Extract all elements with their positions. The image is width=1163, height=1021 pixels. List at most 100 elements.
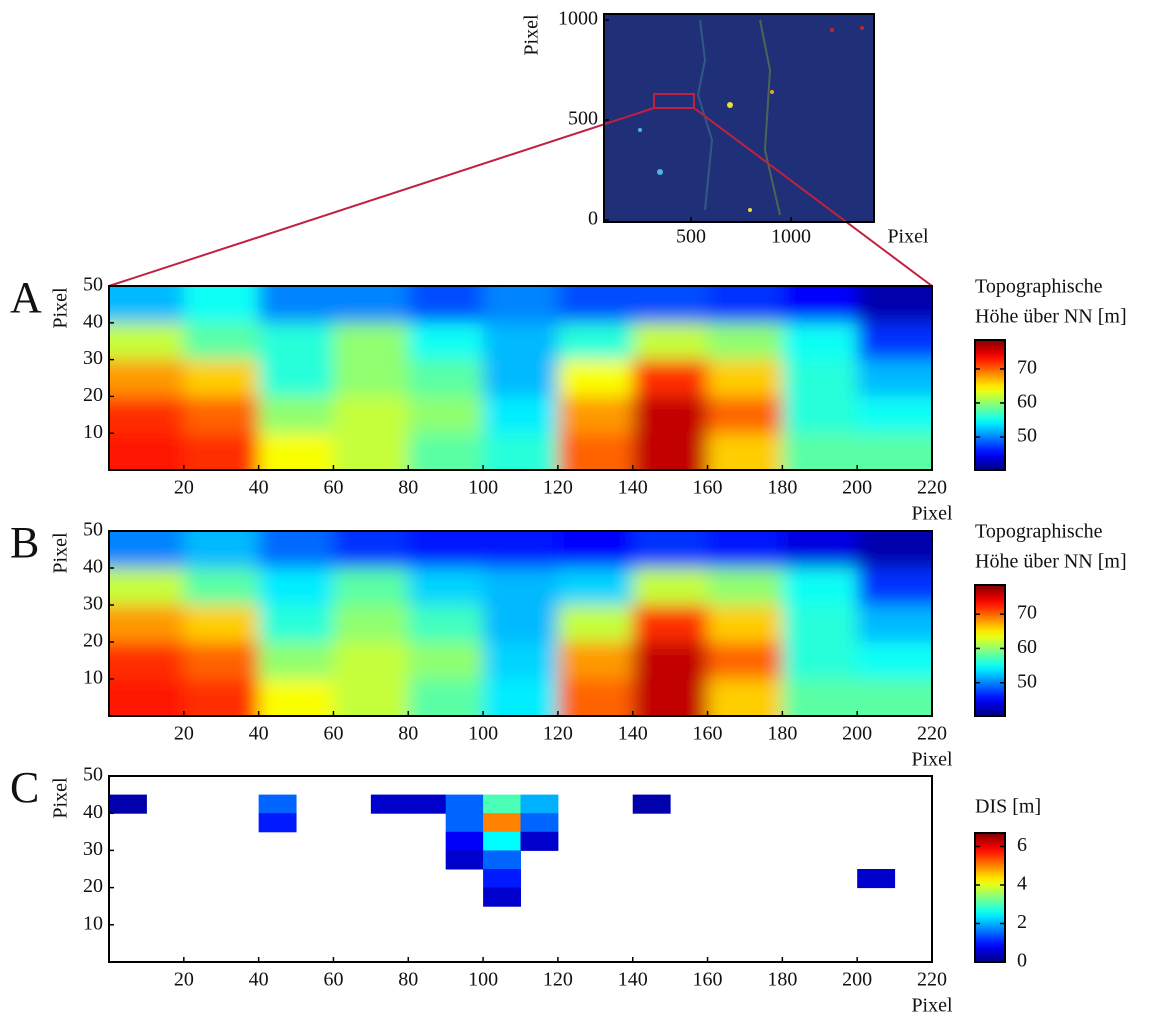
x-tick-label: 40 bbox=[249, 477, 269, 499]
heat-cell bbox=[707, 531, 783, 569]
heat-cell bbox=[183, 433, 260, 470]
heat-cell bbox=[258, 322, 334, 361]
colorbar-tick-label: 50 bbox=[1017, 425, 1037, 447]
heat-cell bbox=[857, 322, 932, 361]
heat-cell bbox=[408, 568, 484, 606]
x-tick-label: 100 bbox=[468, 477, 498, 499]
x-tick-label: 200 bbox=[842, 969, 872, 991]
colorbar-tick-label: 60 bbox=[1017, 636, 1037, 658]
y-tick-label: 50 bbox=[83, 519, 103, 541]
heat-cell bbox=[632, 568, 709, 606]
colorbar-tick-label: 50 bbox=[1017, 670, 1037, 692]
heat-cell bbox=[333, 359, 409, 397]
heat-cell bbox=[408, 286, 484, 324]
zoom-region bbox=[653, 93, 695, 109]
heatmap bbox=[109, 531, 932, 716]
colorbar-title: Höhe über NN [m] bbox=[975, 551, 1127, 573]
heat-cell bbox=[333, 286, 409, 324]
x-tick-label: 20 bbox=[174, 477, 194, 499]
heat-cell bbox=[632, 433, 709, 470]
heat-cell bbox=[333, 322, 409, 361]
colorbar bbox=[974, 339, 1006, 471]
heat-cell bbox=[408, 605, 484, 643]
heat-cell bbox=[782, 359, 858, 397]
x-tick-label: 140 bbox=[618, 723, 648, 745]
heat-cell bbox=[183, 531, 260, 569]
panel-label: A bbox=[10, 273, 42, 322]
heat-cell bbox=[857, 869, 896, 889]
y-tick-label: 50 bbox=[83, 764, 103, 786]
x-tick-label: 200 bbox=[842, 477, 872, 499]
colorbar-tick-label: 6 bbox=[1017, 834, 1027, 856]
x-tick-label: 80 bbox=[398, 969, 418, 991]
heat-cell bbox=[707, 322, 783, 361]
heat-cell bbox=[632, 286, 709, 324]
x-tick-label: 140 bbox=[618, 477, 648, 499]
heat-cell bbox=[408, 679, 484, 716]
x-tick-label: 1000 bbox=[771, 226, 811, 248]
heat-cell bbox=[408, 531, 484, 569]
heat-cell bbox=[707, 679, 783, 716]
heat-cell bbox=[333, 679, 409, 716]
heat-cell bbox=[370, 794, 409, 814]
heat-cell bbox=[557, 322, 634, 361]
x-tick-label: 60 bbox=[323, 969, 343, 991]
x-axis-label: Pixel bbox=[911, 503, 953, 525]
heat-cell bbox=[183, 286, 260, 324]
heat-cell bbox=[707, 286, 783, 324]
heat-cell bbox=[782, 568, 858, 606]
heat-cell bbox=[632, 642, 709, 680]
heat-cell bbox=[333, 433, 409, 470]
x-tick-label: 40 bbox=[249, 723, 269, 745]
heat-cell bbox=[258, 433, 334, 470]
heat-cell bbox=[557, 679, 634, 716]
heat-cell bbox=[632, 794, 671, 814]
zoom-line bbox=[108, 107, 655, 287]
y-axis-label: Pixel bbox=[521, 14, 543, 56]
heat-cell bbox=[258, 359, 334, 397]
x-tick-label: 120 bbox=[543, 723, 573, 745]
x-tick-label: 60 bbox=[323, 723, 343, 745]
colorbar-title: Topographische bbox=[975, 521, 1103, 543]
heat-cell bbox=[483, 813, 521, 833]
heat-cell bbox=[483, 831, 521, 851]
heat-cell bbox=[483, 642, 559, 680]
x-tick-label: 120 bbox=[543, 969, 573, 991]
heat-cell bbox=[483, 433, 559, 470]
heat-cell bbox=[557, 531, 634, 569]
heat-cell bbox=[782, 531, 858, 569]
heat-cell bbox=[109, 568, 185, 606]
heat-cell bbox=[183, 605, 260, 643]
heat-cell bbox=[258, 568, 334, 606]
heat-cell bbox=[632, 605, 709, 643]
heat-cell bbox=[183, 679, 260, 716]
heat-cell bbox=[483, 322, 559, 361]
y-tick-label: 50 bbox=[83, 274, 103, 296]
overview-image bbox=[604, 14, 874, 222]
x-axis-label: Pixel bbox=[911, 749, 953, 771]
colorbar bbox=[974, 584, 1006, 717]
heatmap bbox=[109, 286, 932, 470]
heat-cell bbox=[258, 531, 334, 569]
heat-cell bbox=[520, 794, 559, 814]
y-axis-label: Pixel bbox=[50, 287, 72, 329]
y-tick-label: 10 bbox=[83, 912, 103, 934]
heat-cell bbox=[408, 794, 447, 814]
heat-cell bbox=[408, 433, 484, 470]
x-axis-label: Pixel bbox=[911, 995, 953, 1017]
heat-cell bbox=[109, 322, 185, 361]
heat-cell bbox=[857, 433, 932, 470]
panel-label: B bbox=[10, 518, 39, 567]
x-tick-label: 500 bbox=[676, 226, 706, 248]
heat-cell bbox=[109, 286, 185, 324]
colorbar-tick-label: 2 bbox=[1017, 911, 1027, 933]
heat-cell bbox=[707, 642, 783, 680]
x-tick-label: 40 bbox=[249, 969, 269, 991]
heat-cell bbox=[258, 642, 334, 680]
heat-cell bbox=[520, 831, 559, 851]
heat-cell bbox=[857, 359, 932, 397]
y-tick-label: 20 bbox=[83, 630, 103, 652]
heat-cell bbox=[183, 359, 260, 397]
heat-cell bbox=[557, 568, 634, 606]
x-tick-label: 100 bbox=[468, 969, 498, 991]
